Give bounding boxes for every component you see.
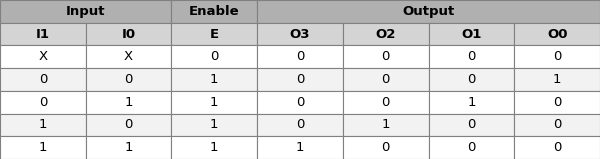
Text: 0: 0 xyxy=(296,73,304,86)
Bar xyxy=(428,68,514,91)
Text: 0: 0 xyxy=(124,118,133,131)
Bar xyxy=(343,91,428,114)
Bar xyxy=(257,91,343,114)
Text: Input: Input xyxy=(66,5,106,18)
Text: 0: 0 xyxy=(382,50,390,63)
Bar xyxy=(86,68,172,91)
Bar xyxy=(172,68,257,91)
Text: 1: 1 xyxy=(124,141,133,154)
Text: Enable: Enable xyxy=(189,5,239,18)
Bar xyxy=(428,91,514,114)
Text: 1: 1 xyxy=(553,73,562,86)
Bar xyxy=(172,114,257,136)
Bar xyxy=(257,23,343,45)
Text: 0: 0 xyxy=(296,50,304,63)
Text: 0: 0 xyxy=(382,141,390,154)
Bar xyxy=(343,68,428,91)
Bar xyxy=(257,136,343,159)
Bar xyxy=(343,114,428,136)
Text: 0: 0 xyxy=(296,118,304,131)
Bar xyxy=(343,45,428,68)
Bar xyxy=(0,0,172,23)
Bar xyxy=(172,45,257,68)
Text: 1: 1 xyxy=(210,118,218,131)
Text: X: X xyxy=(124,50,133,63)
Text: 0: 0 xyxy=(382,73,390,86)
Text: 0: 0 xyxy=(467,50,476,63)
Bar xyxy=(172,0,257,23)
Text: 1: 1 xyxy=(296,141,304,154)
Text: 1: 1 xyxy=(210,141,218,154)
Bar xyxy=(514,136,600,159)
Bar xyxy=(0,68,86,91)
Bar xyxy=(172,136,257,159)
Bar xyxy=(172,23,257,45)
Bar xyxy=(86,45,172,68)
Text: 1: 1 xyxy=(38,118,47,131)
Text: 0: 0 xyxy=(553,141,562,154)
Text: I0: I0 xyxy=(122,28,136,41)
Text: 1: 1 xyxy=(38,141,47,154)
Bar xyxy=(257,114,343,136)
Bar xyxy=(514,91,600,114)
Bar xyxy=(86,114,172,136)
Text: 0: 0 xyxy=(210,50,218,63)
Bar xyxy=(0,136,86,159)
Text: 1: 1 xyxy=(382,118,390,131)
Text: O0: O0 xyxy=(547,28,568,41)
Bar xyxy=(86,136,172,159)
Bar xyxy=(86,23,172,45)
Bar xyxy=(428,114,514,136)
Text: 0: 0 xyxy=(467,141,476,154)
Bar xyxy=(428,136,514,159)
Text: 0: 0 xyxy=(124,73,133,86)
Bar xyxy=(0,23,86,45)
Bar xyxy=(257,68,343,91)
Text: 0: 0 xyxy=(382,96,390,109)
Bar xyxy=(428,45,514,68)
Bar xyxy=(257,45,343,68)
Bar xyxy=(343,23,428,45)
Text: I1: I1 xyxy=(36,28,50,41)
Text: 0: 0 xyxy=(553,50,562,63)
Bar xyxy=(428,23,514,45)
Bar xyxy=(343,136,428,159)
Text: 0: 0 xyxy=(38,73,47,86)
Bar xyxy=(514,45,600,68)
Text: 1: 1 xyxy=(124,96,133,109)
Bar xyxy=(0,45,86,68)
Text: 0: 0 xyxy=(38,96,47,109)
Text: 0: 0 xyxy=(296,96,304,109)
Bar xyxy=(172,91,257,114)
Bar xyxy=(257,0,600,23)
Text: O1: O1 xyxy=(461,28,482,41)
Text: X: X xyxy=(38,50,47,63)
Text: 0: 0 xyxy=(467,73,476,86)
Bar xyxy=(86,91,172,114)
Bar xyxy=(514,23,600,45)
Bar xyxy=(514,68,600,91)
Text: 0: 0 xyxy=(553,96,562,109)
Text: 0: 0 xyxy=(553,118,562,131)
Text: O2: O2 xyxy=(376,28,396,41)
Text: E: E xyxy=(210,28,219,41)
Text: 1: 1 xyxy=(210,73,218,86)
Bar xyxy=(0,91,86,114)
Text: Output: Output xyxy=(403,5,455,18)
Text: O3: O3 xyxy=(290,28,310,41)
Bar xyxy=(0,114,86,136)
Bar xyxy=(514,114,600,136)
Text: 1: 1 xyxy=(467,96,476,109)
Text: 1: 1 xyxy=(210,96,218,109)
Text: 0: 0 xyxy=(467,118,476,131)
